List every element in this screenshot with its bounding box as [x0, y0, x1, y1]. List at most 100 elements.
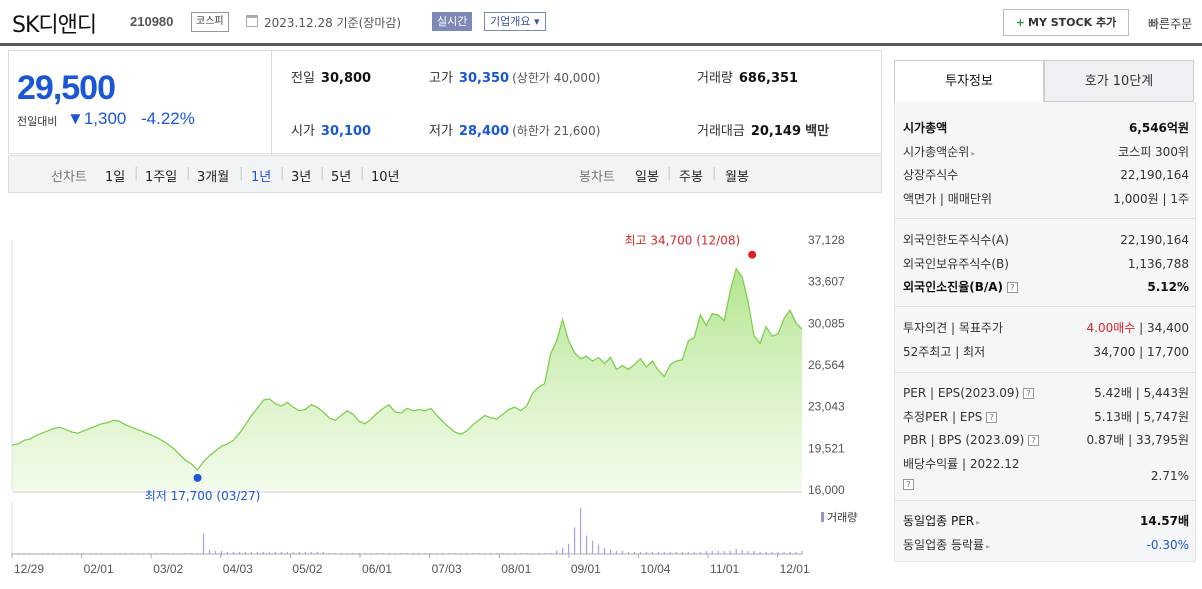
volume-bar	[723, 550, 725, 554]
volume-bar	[621, 550, 624, 554]
chevron-right-icon[interactable]: ▸	[986, 542, 991, 551]
realtime-button[interactable]: 실시간	[432, 12, 473, 31]
volume-bar	[472, 552, 474, 554]
company-info-dropdown[interactable]: 기업개요 ▾	[484, 12, 546, 31]
tab-order-book[interactable]: 호가 10단계	[1044, 60, 1194, 102]
volume-bar	[125, 552, 127, 554]
x-tick-label: 03/02	[153, 562, 183, 576]
low-label: 저가	[429, 124, 453, 139]
row-value: 22,190,164	[1120, 168, 1189, 182]
tab-investment-info[interactable]: 투자정보	[894, 60, 1044, 102]
tab-1y[interactable]: 1년	[251, 170, 272, 185]
volume-bar	[550, 552, 552, 554]
prev-value: 30,800	[320, 71, 372, 86]
help-icon[interactable]: ?	[1028, 435, 1040, 446]
add-mystock-button[interactable]: + MY STOCK 추가	[1003, 9, 1129, 36]
volume-bar	[71, 552, 73, 554]
volume-bar	[609, 549, 612, 554]
volume-bar	[65, 552, 67, 554]
volume-bar	[394, 552, 396, 554]
volume-bar	[436, 552, 438, 554]
volume-bar	[651, 551, 653, 554]
volume-bar	[131, 552, 133, 554]
volume-bar	[370, 552, 372, 554]
volume-bar	[687, 551, 689, 554]
row-label: 배당수익률 | 2022.12	[903, 457, 1020, 471]
row-label: 동일업종 PER	[903, 514, 975, 528]
volume-bar	[53, 552, 55, 554]
x-tick-label: 06/01	[362, 562, 392, 576]
volume-bar	[777, 551, 779, 554]
tab-monthly[interactable]: 월봉	[725, 170, 749, 185]
tab-1d[interactable]: 1일	[105, 170, 126, 185]
tab-divider: |	[712, 166, 717, 181]
amount-value: 20,149	[750, 124, 802, 139]
row-label: 상장주식수	[903, 168, 959, 182]
help-icon[interactable]: ?	[986, 412, 998, 423]
volume-bar	[717, 550, 719, 554]
chevron-right-icon[interactable]: ▸	[971, 149, 976, 158]
help-icon[interactable]: ?	[1006, 282, 1018, 293]
opinion-value: 4.00매수	[1086, 321, 1136, 335]
volume-bar	[490, 552, 492, 554]
volume-bar	[17, 552, 19, 554]
tab-1w[interactable]: 1주일	[145, 170, 178, 185]
volume-bar	[597, 544, 600, 554]
x-tick-label: 12/29	[14, 562, 44, 576]
x-tick-label: 11/01	[710, 562, 739, 576]
volume-bar	[388, 552, 390, 554]
row-value: 0.87배 | 33,795원	[1086, 433, 1189, 447]
volume-bar	[567, 543, 570, 554]
volume-bar	[735, 548, 737, 554]
volume-bar	[514, 552, 516, 554]
tab-3m[interactable]: 3개월	[197, 170, 230, 185]
volume-bar	[83, 552, 85, 554]
row-value: 4.00매수 | 34,400	[1087, 318, 1190, 338]
volume-bar	[214, 550, 217, 554]
volume-bar	[669, 551, 671, 554]
volume-bar	[502, 552, 504, 554]
tab-3y[interactable]: 3년	[291, 170, 312, 185]
volume-bar	[496, 552, 498, 554]
volume-legend-label: 거래량	[827, 511, 857, 524]
trade-amount: 거래대금 20,149 백만	[697, 120, 829, 139]
help-icon[interactable]: ?	[1023, 388, 1035, 399]
open-price: 시가 30,100	[291, 120, 371, 139]
volume-bar	[107, 552, 109, 554]
group-divider	[895, 306, 1197, 307]
x-tick-label: 02/01	[84, 562, 114, 576]
quick-order-link[interactable]: 빠른주문	[1148, 17, 1193, 31]
volume-bar	[316, 551, 318, 554]
row-label: 시가총액	[903, 121, 948, 135]
info-row: PER | EPS(2023.09) ? 5.42배 | 5,443원	[903, 383, 1189, 403]
chevron-right-icon[interactable]: ▸	[976, 518, 981, 527]
tab-5y[interactable]: 5년	[331, 170, 352, 185]
group-divider	[895, 218, 1197, 219]
tab-weekly[interactable]: 주봉	[679, 170, 703, 185]
volume-bar	[585, 535, 588, 554]
info-row: 액면가 | 매매단위 1,000원 | 1주	[903, 189, 1189, 209]
calendar-icon	[246, 15, 258, 27]
tab-daily[interactable]: 일봉	[635, 170, 659, 185]
help-icon[interactable]: ?	[903, 479, 914, 490]
info-row: 추정PER | EPS ? 5.13배 | 5,747원	[903, 407, 1189, 427]
info-row: 외국인보유주식수(B) 1,136,788	[903, 254, 1189, 274]
volume-bar	[508, 552, 510, 554]
volume-bar	[232, 551, 235, 554]
tab-10y[interactable]: 10년	[371, 170, 400, 185]
volume-bar	[29, 552, 31, 554]
diff-amount: 1,300	[83, 109, 127, 128]
volume-bar	[322, 551, 324, 554]
volume-bar	[603, 547, 606, 554]
volume-bar	[418, 552, 420, 554]
row-value: 2.71%	[1150, 469, 1189, 483]
info-row: PBR | BPS (2023.09) ? 0.87배 | 33,795원	[903, 430, 1189, 450]
y-tick-label: 23,043	[808, 400, 845, 414]
prev-label: 전일	[291, 71, 315, 86]
y-tick-label: 37,128	[808, 233, 845, 247]
volume-bar	[268, 551, 270, 554]
row-label: 외국인소진율(B/A)	[903, 280, 1004, 294]
group-divider	[895, 372, 1197, 373]
info-row: 외국인소진율(B/A) ? 5.12%	[903, 277, 1189, 297]
volume-bar	[11, 552, 13, 554]
